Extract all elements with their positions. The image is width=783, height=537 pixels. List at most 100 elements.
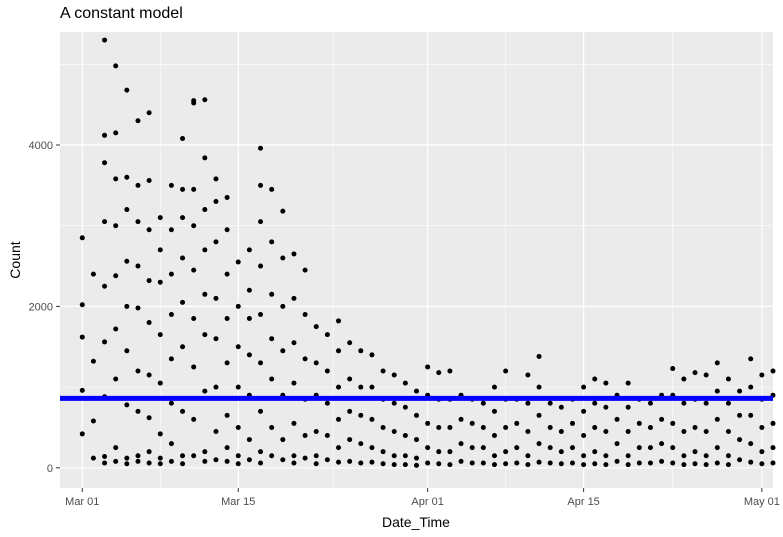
data-point <box>614 441 620 447</box>
data-point <box>135 453 141 459</box>
data-point <box>737 457 743 463</box>
data-point <box>447 424 453 430</box>
data-point <box>625 380 631 386</box>
data-point <box>180 408 186 414</box>
data-point <box>113 223 119 229</box>
data-point <box>447 462 453 468</box>
data-point <box>491 462 497 468</box>
data-point <box>558 429 564 434</box>
data-point <box>592 449 598 455</box>
data-point <box>258 263 264 269</box>
data-point <box>213 457 219 463</box>
data-point <box>113 376 119 382</box>
data-point <box>581 408 587 414</box>
data-point <box>146 278 152 284</box>
data-point <box>603 429 609 434</box>
data-point <box>191 316 197 322</box>
data-point <box>425 364 431 370</box>
data-point <box>213 176 219 182</box>
data-point <box>659 416 665 422</box>
data-point <box>770 460 776 466</box>
data-point <box>124 461 130 467</box>
data-point <box>202 291 208 297</box>
data-point <box>213 239 219 245</box>
data-point <box>168 458 174 464</box>
data-point <box>146 415 152 421</box>
data-point <box>124 348 130 354</box>
data-point <box>503 424 509 430</box>
data-point <box>770 420 776 426</box>
data-point <box>458 458 464 464</box>
data-point <box>581 462 587 468</box>
data-point <box>592 376 598 382</box>
data-point <box>202 207 208 213</box>
data-point <box>369 445 375 451</box>
data-point <box>213 384 219 390</box>
data-point <box>102 37 108 43</box>
data-point <box>157 332 163 338</box>
data-point <box>603 404 609 410</box>
data-point <box>102 460 108 466</box>
data-point <box>581 453 587 459</box>
data-point <box>302 267 308 273</box>
data-point <box>358 348 364 354</box>
data-point <box>725 400 731 406</box>
data-point <box>670 445 676 451</box>
data-point <box>258 360 264 366</box>
data-point <box>246 457 252 463</box>
data-point <box>224 445 230 451</box>
plot-panel <box>60 32 773 488</box>
data-point <box>525 429 531 434</box>
data-point <box>213 295 219 301</box>
data-point <box>369 384 375 390</box>
data-point <box>269 239 275 245</box>
data-point <box>547 460 553 466</box>
data-point <box>269 186 275 192</box>
data-point <box>647 424 653 430</box>
data-point <box>291 420 297 426</box>
data-point <box>491 453 497 459</box>
data-point <box>725 453 731 459</box>
data-point <box>603 453 609 459</box>
data-point <box>759 449 765 455</box>
data-point <box>569 420 575 426</box>
data-point <box>558 449 564 455</box>
data-point <box>547 400 553 406</box>
data-point <box>681 453 687 459</box>
data-point <box>503 368 509 374</box>
data-point <box>246 247 252 253</box>
data-point <box>681 400 687 406</box>
data-point <box>592 461 598 467</box>
data-point <box>146 372 152 378</box>
data-point <box>113 273 119 279</box>
data-point <box>480 445 486 451</box>
x-tick-label: May 01 <box>744 496 780 508</box>
x-tick-label: Mar 15 <box>221 496 255 508</box>
data-point <box>536 353 542 359</box>
data-point <box>614 416 620 422</box>
data-point <box>124 207 130 213</box>
data-point <box>391 429 397 434</box>
data-point <box>202 458 208 464</box>
data-point <box>90 418 96 424</box>
data-point <box>224 271 230 277</box>
data-point <box>258 145 264 151</box>
data-point <box>402 380 408 386</box>
data-point <box>748 441 754 447</box>
data-point <box>692 449 698 455</box>
data-point <box>168 182 174 188</box>
data-point <box>224 227 230 233</box>
data-point <box>514 420 520 426</box>
data-point <box>102 283 108 289</box>
data-point <box>135 118 141 124</box>
data-point <box>113 63 119 69</box>
data-point <box>547 424 553 430</box>
data-point <box>525 400 531 406</box>
data-point <box>79 387 85 393</box>
data-point <box>79 431 85 437</box>
data-point <box>480 460 486 466</box>
data-point <box>180 344 186 350</box>
data-point <box>302 433 308 439</box>
data-point <box>469 460 475 466</box>
